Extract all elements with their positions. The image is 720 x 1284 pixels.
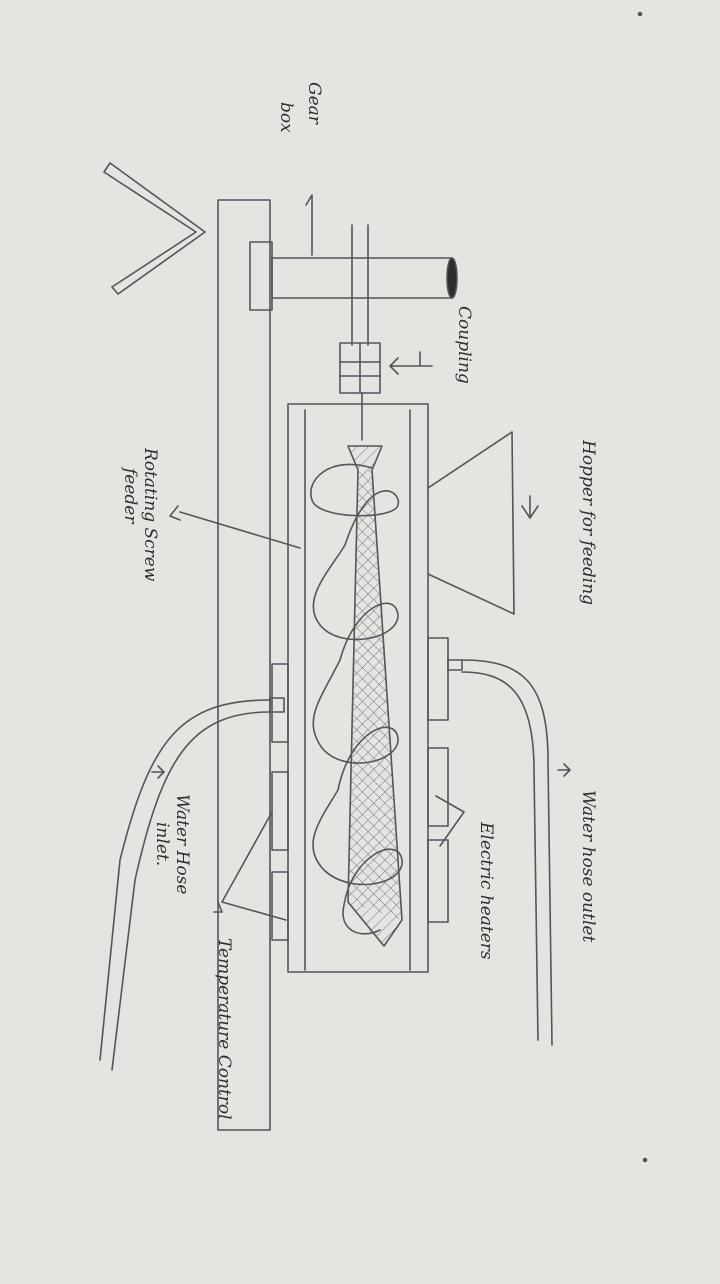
electric-heaters-label: Electric heaters — [476, 822, 496, 960]
temp-arrow — [213, 901, 223, 913]
water-hose-inlet-tube — [99, 699, 271, 1071]
gear-box-shaft — [271, 257, 453, 299]
dot-mark-2 — [642, 1157, 648, 1163]
heater-top-2 — [427, 747, 449, 827]
temperature-control-label: Temperature Control — [214, 938, 234, 1120]
dot-mark-1 — [637, 11, 643, 17]
top-v-bracket — [103, 162, 206, 295]
heater-bottom-3 — [271, 871, 289, 941]
hopper-label: Hopper for feeding — [578, 440, 598, 606]
screw-pointer — [179, 511, 301, 549]
heater-top-3 — [427, 839, 449, 923]
temp-pointer — [221, 811, 287, 921]
outlet-arrow — [557, 763, 571, 777]
rotating-screw-label-2: feeder — [120, 468, 140, 524]
water-inlet-arrow — [151, 765, 165, 779]
coupling-arrow — [389, 351, 433, 375]
heater-top-1 — [427, 637, 449, 721]
water-hose-inlet-label-1: Water Hose — [172, 794, 192, 895]
gear-box-label-1: Gear — [304, 82, 324, 124]
water-hose-outlet-label: Water hose outlet — [578, 790, 598, 943]
gear-box-arrow — [305, 194, 313, 256]
water-hose-inlet — [269, 697, 285, 713]
heater-bottom-1 — [271, 663, 289, 743]
feed-hopper — [427, 431, 515, 615]
hopper-arrow — [521, 495, 539, 519]
rotating-screw-label-1: Rotating Screw — [140, 448, 160, 582]
heater-bottom-2 — [271, 771, 289, 851]
gear-box-mount — [249, 241, 273, 311]
gear-box-label-2: box — [276, 102, 296, 133]
coupling-label: Coupling — [454, 306, 474, 384]
screw-flights — [310, 463, 403, 935]
heater-pointer — [435, 795, 465, 847]
water-hose-outlet — [447, 659, 463, 671]
screw-core-cross — [348, 470, 402, 920]
water-hose-inlet-label-2: inlet. — [152, 822, 172, 867]
base-frame — [217, 199, 271, 1131]
screw-label-arrow — [169, 505, 181, 521]
water-hose-outlet-tube — [461, 659, 553, 1046]
gear-box-shaft-end — [446, 257, 458, 299]
